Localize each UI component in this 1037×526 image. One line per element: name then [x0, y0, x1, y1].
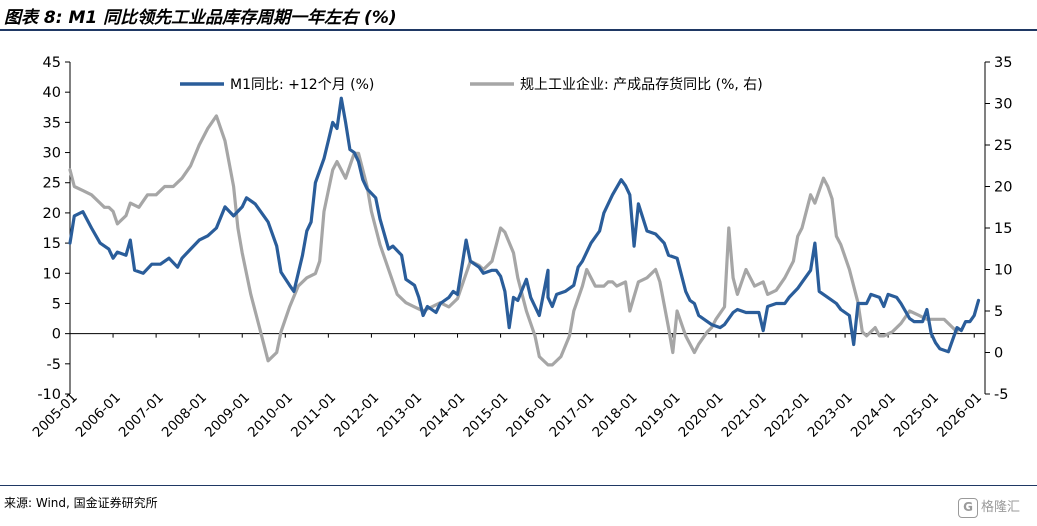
x-tick-label: 2008-01	[159, 390, 210, 441]
x-tick-label: 2020-01	[676, 390, 727, 441]
axes: 45 40 35 30 25 20 15 10 5 0 -5 -10 35 30 25 20 15 10 5 0 -5 2…	[30, 55, 1013, 441]
x-tick-label: 2017-01	[546, 390, 597, 441]
left-tick-label: 40	[43, 85, 61, 101]
series-lines	[68, 96, 981, 367]
x-tick-label: 2021-01	[719, 390, 770, 441]
left-tick-label: 5	[52, 296, 61, 312]
x-tick-label: 2018-01	[589, 390, 640, 441]
x-tick-label: 2013-01	[374, 390, 425, 441]
right-tick-label: 5	[994, 304, 1003, 320]
x-tick-label: 2016-01	[503, 390, 554, 441]
x-tick-label: 2026-01	[934, 390, 985, 441]
legend: M1同比: +12个月 (%) 规上工业企业: 产成品存货同比 (%, 右)	[180, 76, 763, 93]
x-tick-label: 2011-01	[288, 390, 339, 441]
right-tick-label: 15	[994, 221, 1012, 237]
left-tick-label: 30	[43, 146, 61, 162]
x-tick-label: 2023-01	[805, 390, 856, 441]
right-tick-label: -5	[994, 387, 1008, 403]
left-tick-label: 35	[43, 115, 61, 131]
x-tick-label: 2014-01	[417, 390, 468, 441]
x-tick-label: 2010-01	[245, 390, 296, 441]
m1-series-line	[68, 96, 981, 354]
left-tick-label: 0	[52, 327, 61, 343]
logo-icon: G	[958, 497, 978, 518]
footer-rule	[0, 485, 1037, 486]
x-tick-label: 2022-01	[762, 390, 813, 441]
left-tick-label: -10	[37, 387, 61, 403]
right-tick-label: 20	[994, 180, 1012, 196]
watermark-text: 格隆汇	[981, 500, 1021, 515]
right-tick-label: 35	[994, 55, 1012, 71]
left-tick-label: 20	[43, 206, 61, 222]
watermark: G 格隆汇	[958, 496, 1020, 518]
x-tick-label: 2019-01	[632, 390, 683, 441]
x-tick-label: 2015-01	[460, 390, 511, 441]
right-tick-label: 30	[994, 97, 1012, 113]
x-tick-label: 2007-01	[116, 390, 167, 441]
inventory-legend-label: 规上工业企业: 产成品存货同比 (%, 右)	[520, 76, 763, 93]
left-tick-label: -5	[47, 357, 61, 373]
right-tick-label: 25	[994, 138, 1012, 154]
x-tick-label: 2012-01	[331, 390, 382, 441]
left-tick-label: 45	[43, 55, 61, 71]
x-tick-label: 2024-01	[848, 390, 899, 441]
inventory-series-line	[68, 114, 959, 367]
left-tick-label: 25	[43, 176, 61, 192]
right-tick-label: 10	[994, 263, 1012, 279]
x-tick-label: 2006-01	[73, 390, 124, 441]
x-tick-label: 2009-01	[202, 390, 253, 441]
right-tick-label: 0	[994, 346, 1003, 362]
x-tick-label: 2025-01	[891, 390, 942, 441]
chart: 45 40 35 30 25 20 15 10 5 0 -5 -10 35 30 25 20 15 10 5 0 -5 2…	[30, 55, 1013, 441]
left-tick-label: 15	[43, 236, 61, 252]
chart-title: 图表 8: M1 同比领先工业品库存周期一年左右 (%)	[4, 8, 397, 28]
source-note: 来源: Wind, 国金证券研究所	[4, 496, 158, 510]
left-tick-label: 10	[43, 266, 61, 282]
m1-legend-label: M1同比: +12个月 (%)	[230, 77, 374, 93]
title-rule	[0, 29, 1037, 31]
